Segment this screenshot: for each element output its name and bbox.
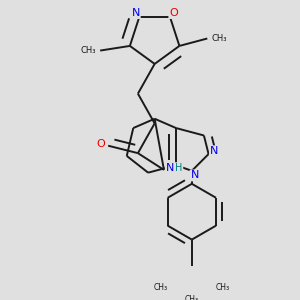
Text: O: O <box>169 8 178 18</box>
Text: O: O <box>96 139 105 149</box>
Text: CH₃: CH₃ <box>81 46 96 55</box>
Text: N: N <box>190 170 199 181</box>
Text: CH₃: CH₃ <box>211 34 226 43</box>
Text: CH₃: CH₃ <box>185 295 199 300</box>
Text: N: N <box>131 8 140 18</box>
Text: N: N <box>210 146 218 156</box>
Text: N: N <box>166 163 174 173</box>
Text: H: H <box>175 163 182 173</box>
Text: CH₃: CH₃ <box>154 284 168 292</box>
Text: CH₃: CH₃ <box>216 284 230 292</box>
